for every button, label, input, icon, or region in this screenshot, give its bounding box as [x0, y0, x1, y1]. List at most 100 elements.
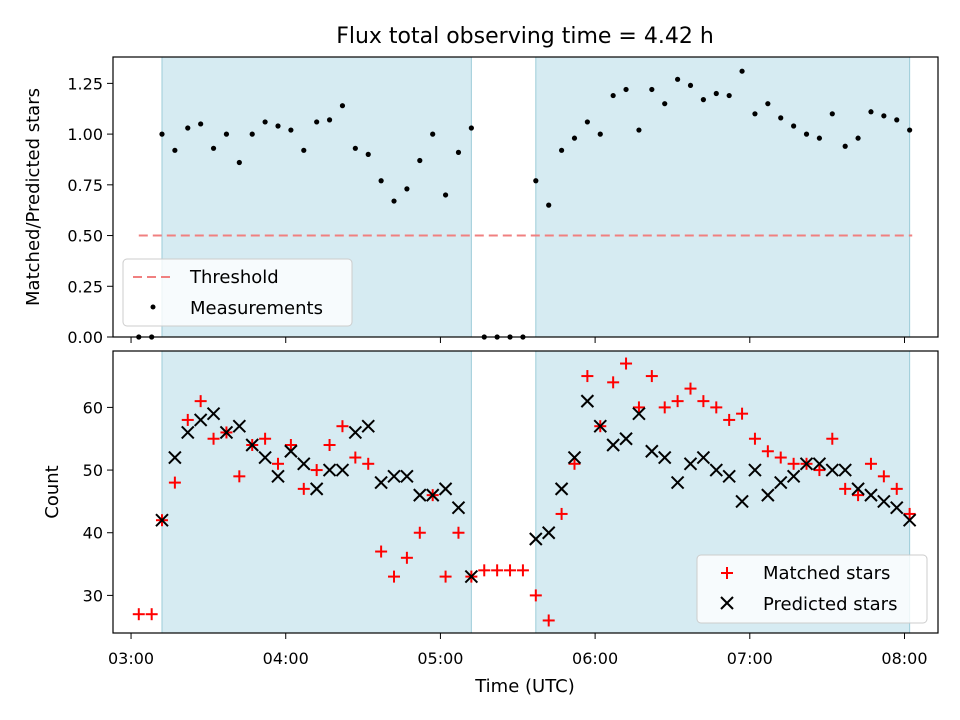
matched-star-point — [542, 614, 555, 627]
measurement-point — [597, 131, 603, 137]
measurement-point — [700, 97, 706, 103]
measurement-point — [803, 131, 810, 137]
matched-star-point — [349, 451, 362, 464]
measurement-point — [636, 127, 642, 133]
measurement-point — [391, 198, 397, 204]
matched-star-point — [877, 470, 890, 483]
predicted-star-point — [413, 488, 427, 502]
measurement-point — [881, 113, 887, 119]
predicted-star-point — [877, 494, 891, 509]
matched-star-point — [774, 451, 787, 464]
measurement-point — [404, 186, 410, 192]
bottom-legend-box — [696, 554, 928, 624]
measurement-point — [339, 103, 346, 109]
matched-star-point — [555, 507, 568, 520]
measurement-point — [829, 111, 835, 117]
matched-star-point — [272, 457, 284, 470]
predicted-star-point — [155, 513, 169, 527]
matched-star-point — [826, 432, 839, 445]
observing-span — [535, 57, 910, 337]
predicted-star-point — [864, 488, 878, 502]
predicted-star-point — [580, 394, 595, 408]
predicted-star-point — [361, 419, 375, 433]
measurement-point — [185, 125, 191, 131]
matched-star-point — [684, 382, 697, 395]
matched-star-point — [736, 407, 749, 420]
matched-star-point — [761, 445, 774, 458]
matched-star-point — [362, 457, 375, 470]
measurement-point — [726, 92, 732, 99]
predicted-star-point — [902, 513, 917, 527]
top-legend: Threshold Measurements — [122, 258, 353, 327]
top-plot-frame — [112, 56, 939, 338]
measurement-point — [713, 90, 719, 97]
matched-star-point — [903, 507, 916, 520]
predicted-star-point — [451, 500, 466, 515]
predicted-star-point — [271, 469, 285, 484]
matched-star-point — [658, 401, 671, 414]
predicted-star-point — [387, 469, 401, 484]
legend-threshold-label: Threshold — [189, 267, 279, 288]
matched-star-point — [529, 589, 542, 602]
predicted-star-point — [348, 425, 363, 440]
predicted-star-point — [748, 463, 762, 477]
measurement-point — [907, 127, 913, 133]
bottom-y-tick-label: 50 — [83, 461, 103, 480]
bottom-x-tick-label: 05:00 — [417, 649, 463, 668]
matched-star-point — [671, 395, 684, 408]
predicted-star-point — [529, 532, 543, 546]
predicted-star-point — [709, 463, 723, 477]
predicted-star-point — [632, 406, 646, 421]
matched-star-point — [207, 432, 220, 445]
matched-stars-points — [132, 357, 916, 627]
measurement-point — [533, 178, 539, 184]
predicted-star-point — [786, 469, 801, 484]
predicted-star-point — [670, 475, 685, 490]
bottom-y-tick-label: 30 — [83, 586, 103, 605]
observing-span — [161, 351, 472, 633]
predicted-star-point — [309, 482, 324, 496]
predicted-star-point — [284, 444, 298, 458]
measurement-point — [249, 131, 255, 137]
bottom-x-tick-label: 03:00 — [108, 649, 154, 668]
measurement-point — [210, 145, 217, 151]
matched-star-point — [478, 564, 491, 577]
matched-star-point — [504, 564, 517, 577]
predicted-star-point — [206, 406, 221, 421]
measurement-point — [894, 117, 900, 123]
measurement-point — [816, 135, 823, 141]
matched-star-point — [852, 489, 865, 502]
measurement-point — [288, 127, 294, 133]
predicted-star-point — [374, 475, 388, 490]
matched-star-point — [310, 464, 323, 477]
predicted-star-point — [322, 463, 337, 477]
measurement-point — [442, 192, 449, 198]
measurement-point — [172, 147, 178, 153]
measurement-point — [275, 123, 281, 129]
measurement-point — [417, 157, 423, 164]
measurement-point — [301, 147, 307, 153]
measurement-point — [623, 86, 629, 93]
measurement-point — [739, 68, 745, 74]
measurement-point — [675, 76, 681, 82]
matched-star-point — [645, 370, 658, 383]
matched-star-point — [632, 401, 645, 414]
bottom-panel: 30 40 50 60 03:00 04:00 05:00 06:00 07:00 08:00 C… — [42, 350, 939, 697]
top-y-tick-label: 1.00 — [67, 125, 103, 144]
top-panel: 0.00 0.25 0.50 0.75 1.00 1.25 Matched/Predict… — [23, 56, 939, 347]
matched-star-point — [259, 432, 272, 445]
measurement-point — [365, 151, 371, 157]
bottom-y-tick-label: 40 — [83, 524, 103, 543]
measurement-point — [752, 111, 758, 117]
bottom-y-axis-label: Count — [42, 465, 63, 518]
matched-star-point — [194, 395, 207, 408]
predicted-star-point — [774, 475, 788, 490]
matched-star-point — [132, 608, 145, 621]
matched-star-point — [452, 526, 465, 539]
matched-star-point — [336, 420, 349, 433]
measurement-point — [868, 109, 874, 115]
predicted-star-point — [593, 419, 607, 433]
measurement-point — [314, 119, 320, 125]
measurement-point — [571, 135, 578, 141]
predicted-star-point — [425, 488, 440, 502]
